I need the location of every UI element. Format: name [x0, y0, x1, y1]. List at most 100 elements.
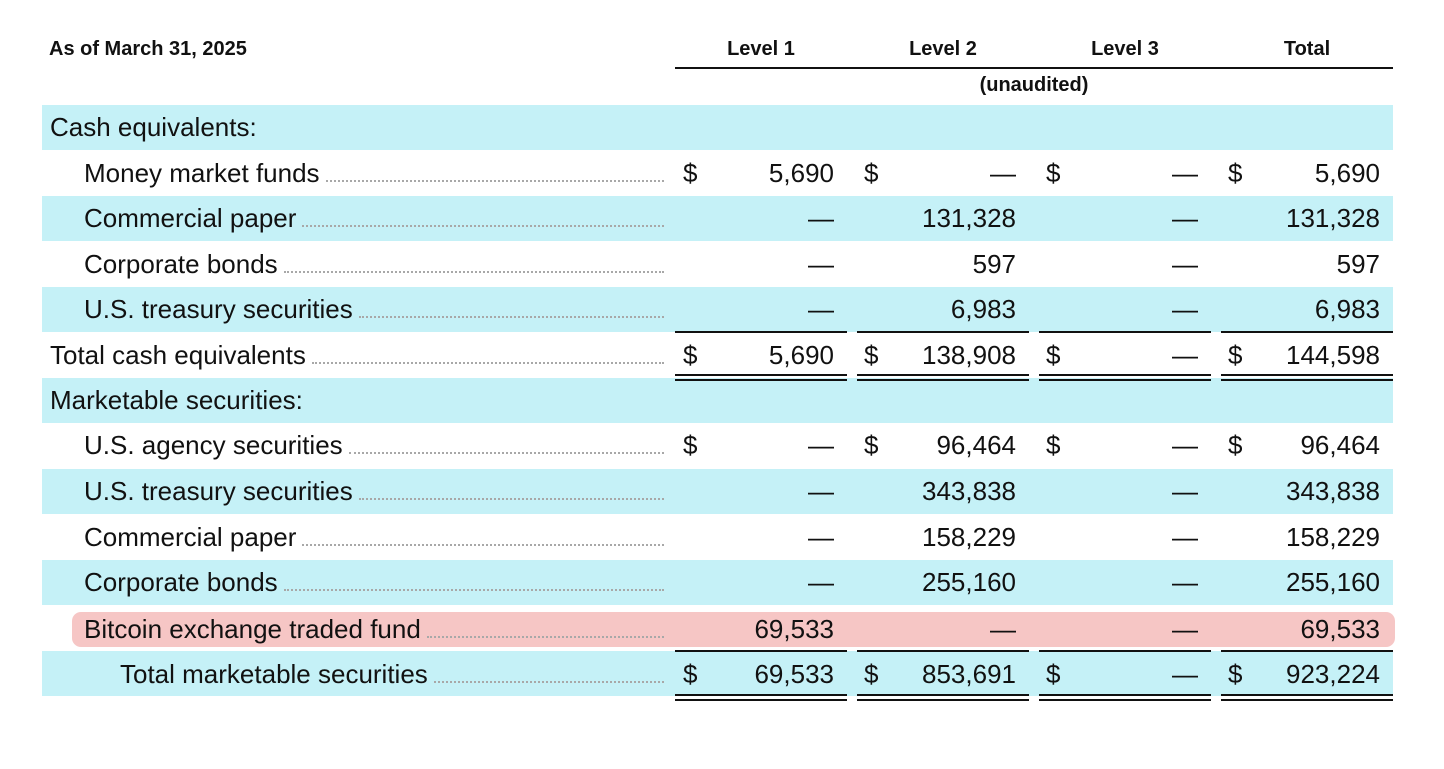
row-label-cell: Bitcoin exchange traded fund — [84, 607, 664, 652]
double-rule — [857, 379, 1029, 381]
row-label-cell: Money market funds — [84, 151, 664, 196]
currency-symbol: $ — [1228, 340, 1243, 370]
total-value: 343,838 — [1286, 476, 1380, 506]
table-row: Commercial paper — 158,229 — 158,229 — [0, 515, 1444, 560]
level-3-value: — — [1172, 567, 1198, 597]
total-value: 131,328 — [1286, 203, 1380, 233]
subtotal-rule — [857, 331, 1029, 333]
row-label-cell: Corporate bonds — [84, 242, 664, 287]
table-row: U.S. treasury securities — 6,983 — 6,983 — [0, 287, 1444, 332]
dot-leader — [302, 543, 664, 546]
table-row: U.S. agency securities $ — $ 96,464 $ — … — [0, 423, 1444, 468]
double-rule — [857, 694, 1029, 696]
column-header-total: Total — [1283, 38, 1331, 60]
section-heading-label: Marketable securities: — [50, 385, 303, 415]
level-1-value: — — [808, 294, 834, 324]
level-1-value: 5,690 — [768, 158, 834, 188]
double-rule — [857, 699, 1029, 701]
level-3-value: — — [1172, 158, 1198, 188]
level-3-value: — — [1172, 522, 1198, 552]
level-1-value: — — [808, 203, 834, 233]
currency-symbol: $ — [1046, 430, 1061, 460]
subtotal-rule — [1039, 331, 1211, 333]
currency-symbol: $ — [683, 158, 698, 188]
dot-leader — [302, 224, 664, 227]
table-row: U.S. treasury securities — 343,838 — 343… — [0, 469, 1444, 514]
total-row-marketable: Total marketable securities $ 69,533 $ 8… — [0, 652, 1444, 697]
row-label-cell: Commercial paper — [84, 196, 664, 241]
row-label-cell: U.S. agency securities — [84, 423, 664, 468]
subtotal-rule — [675, 650, 847, 652]
table-row: Corporate bonds — 597 — 597 — [0, 242, 1444, 287]
double-rule — [675, 374, 847, 376]
band-row — [42, 560, 1393, 605]
level-2-value: — — [990, 158, 1016, 188]
level-3-value: — — [1172, 203, 1198, 233]
level-2-value: 138,908 — [922, 340, 1016, 370]
dot-leader — [358, 315, 664, 318]
level-2-value: 131,328 — [922, 203, 1016, 233]
level-3-value: — — [1172, 294, 1198, 324]
band-row — [42, 469, 1393, 514]
double-rule — [857, 374, 1029, 376]
row-label: Total marketable securities — [120, 659, 428, 689]
double-rule — [675, 699, 847, 701]
currency-symbol: $ — [1228, 430, 1243, 460]
double-rule — [1039, 699, 1211, 701]
row-label-cell: U.S. treasury securities — [84, 287, 664, 332]
total-row-cash: Total cash equivalents $ 5,690 $ 138,908… — [0, 333, 1444, 378]
dot-leader — [283, 270, 664, 273]
double-rule — [675, 694, 847, 696]
dot-leader — [433, 680, 664, 683]
currency-symbol: $ — [1046, 659, 1061, 689]
level-1-value: 5,690 — [768, 340, 834, 370]
row-label: U.S. agency securities — [84, 430, 343, 460]
subtotal-rule — [1221, 331, 1393, 333]
currency-symbol: $ — [864, 430, 879, 460]
row-label: Total cash equivalents — [50, 340, 306, 370]
double-rule — [1221, 699, 1393, 701]
level-3-value: — — [1172, 614, 1198, 644]
band-row — [42, 378, 1393, 423]
currency-symbol: $ — [864, 659, 879, 689]
row-label-cell: U.S. treasury securities — [84, 469, 664, 514]
subtotal-rule — [1221, 650, 1393, 652]
section-heading-label: Cash equivalents: — [50, 112, 257, 142]
dot-leader — [325, 179, 664, 182]
currency-symbol: $ — [1046, 158, 1061, 188]
level-1-value: 69,533 — [754, 659, 834, 689]
double-rule — [1039, 379, 1211, 381]
subtotal-rule — [1039, 650, 1211, 652]
total-value: 69,533 — [1300, 614, 1380, 644]
dot-leader — [311, 361, 664, 364]
double-rule — [1039, 694, 1211, 696]
level-2-value: 255,160 — [922, 567, 1016, 597]
double-rule — [1221, 694, 1393, 696]
row-label: Commercial paper — [84, 522, 297, 552]
row-label: Commercial paper — [84, 203, 297, 233]
dot-leader — [348, 451, 664, 454]
double-rule — [1221, 374, 1393, 376]
column-header-level-2: Level 2 — [909, 38, 977, 60]
total-value: 255,160 — [1286, 567, 1380, 597]
row-label-cell: Total marketable securities — [120, 652, 664, 697]
dot-leader — [283, 588, 664, 591]
total-value: 597 — [1336, 249, 1380, 279]
band-row — [42, 287, 1393, 332]
table-row-bitcoin: Bitcoin exchange traded fund 69,533 — — … — [0, 607, 1444, 652]
currency-symbol: $ — [864, 340, 879, 370]
row-label: U.S. treasury securities — [84, 476, 353, 506]
header-rule — [675, 67, 1393, 69]
level-1-value: — — [808, 430, 834, 460]
table-row: Commercial paper — 131,328 — 131,328 — [0, 196, 1444, 241]
row-label: Corporate bonds — [84, 567, 278, 597]
total-value: 6,983 — [1314, 294, 1380, 324]
row-label-cell: Corporate bonds — [84, 560, 664, 605]
row-label: Corporate bonds — [84, 249, 278, 279]
currency-symbol: $ — [683, 340, 698, 370]
double-rule — [1221, 379, 1393, 381]
level-1-value: — — [808, 522, 834, 552]
row-label: Bitcoin exchange traded fund — [84, 614, 421, 644]
level-2-value: — — [990, 614, 1016, 644]
band-row — [42, 651, 1393, 696]
